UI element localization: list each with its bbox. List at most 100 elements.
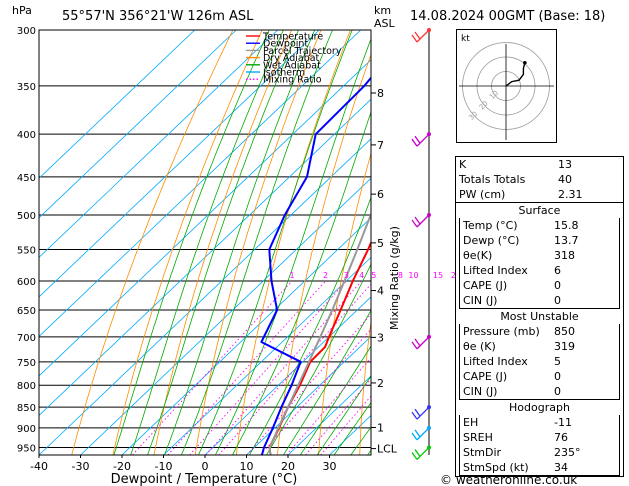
x-tick-label: -10 xyxy=(155,460,173,473)
hodograph-ring-label: 10 xyxy=(488,89,500,101)
altitude-tick-label: 1 xyxy=(377,421,384,434)
hodograph-stat-row: EH -11 xyxy=(460,415,619,430)
wet-adiabat-line xyxy=(249,196,371,455)
hodograph-stat-row: SREH 76 xyxy=(460,430,619,445)
hodograph-stat-label: SREH xyxy=(463,431,493,444)
pressure-tick-label: 850 xyxy=(17,403,36,414)
wet-adiabat-line xyxy=(147,30,299,455)
wind-barb-feather xyxy=(411,138,418,147)
wind-barb-feather xyxy=(414,408,421,417)
pressure-tick-label: 550 xyxy=(17,246,36,257)
most-unstable-row: CAPE (J) 0 xyxy=(460,369,619,384)
dry-adiabat-line xyxy=(277,53,371,455)
x-tick-label: 0 xyxy=(202,460,209,473)
surface-label: CIN (J) xyxy=(463,294,498,307)
most-unstable-table: Pressure (mb) 850 θe (K) 319 Lifted Index 5 CA… xyxy=(459,324,620,400)
legend-entry: Isotherm xyxy=(263,68,305,79)
surface-row: Temp (°C) 15.8 xyxy=(460,218,619,233)
dry-adiabat-line xyxy=(359,318,371,455)
wet-adiabat-line xyxy=(316,375,371,455)
isotherm-line xyxy=(80,177,371,455)
isotherm-line xyxy=(39,30,196,179)
wind-barb-feather xyxy=(411,219,418,228)
wind-barb-shaft xyxy=(416,29,430,43)
wind-barb-shaft xyxy=(416,427,430,441)
wind-barb-feather xyxy=(414,429,421,438)
wet-adiabat-line xyxy=(180,30,333,455)
isotherm-line xyxy=(39,98,371,417)
hodograph-stat-label: StmDir xyxy=(463,446,502,459)
pressure-tick-label: 400 xyxy=(17,130,36,141)
most-unstable-value: 0 xyxy=(554,370,561,383)
legend-entry: Parcel Trajectory xyxy=(263,46,342,57)
altitude-tick-label: 6 xyxy=(377,188,384,201)
index-row: Totals Totals 40 xyxy=(456,172,623,187)
surface-row: Lifted Index 6 xyxy=(460,263,619,278)
background-lines xyxy=(39,30,371,455)
altitude-tick-label: 3 xyxy=(377,331,384,344)
isotherm-line xyxy=(39,138,371,455)
surface-row: Dewp (°C) 13.7 xyxy=(460,233,619,248)
wind-barb-feather xyxy=(414,216,421,225)
wind-barb-feather xyxy=(411,432,418,441)
hodograph-ring-label: 30 xyxy=(467,110,479,122)
index-label: K xyxy=(459,158,467,171)
isotherm-line xyxy=(163,256,371,455)
pressure-axis-unit: hPa xyxy=(12,4,32,17)
isotherm-line xyxy=(287,375,371,455)
surface-value: 0 xyxy=(554,279,561,292)
index-label: PW (cm) xyxy=(459,188,506,201)
index-value: 2.31 xyxy=(558,188,583,201)
mixing-ratio-label: 4 xyxy=(359,271,364,280)
wet-adiabat-line xyxy=(164,30,316,455)
altitude-tick-label: LCL xyxy=(377,443,398,456)
mixing-ratio-label: 15 xyxy=(433,271,443,280)
series-dewpoint xyxy=(260,76,371,455)
wet-adiabat-line xyxy=(232,110,371,455)
wind-barbs xyxy=(411,28,431,460)
index-label: Totals Totals xyxy=(459,173,526,186)
wind-barb-shaft xyxy=(416,446,430,460)
surface-label: CAPE (J) xyxy=(463,279,508,292)
wet-adiabat-line xyxy=(266,263,371,455)
surface-label: Temp (°C) xyxy=(463,219,518,232)
isotherm-line xyxy=(39,59,371,377)
hodograph-stat-value: 76 xyxy=(554,431,568,444)
surface-value: 13.7 xyxy=(554,234,579,247)
chart-title: 55°57'N 356°21'W 126m ASL xyxy=(62,9,254,24)
hodograph-stat-value: -11 xyxy=(554,416,572,429)
mixing-ratio-line xyxy=(246,313,371,455)
isotherm-line xyxy=(246,335,371,455)
series-parcel-trajectory xyxy=(268,211,371,455)
wind-barb-shaft xyxy=(416,406,430,420)
most-unstable-title: Most Unstable xyxy=(500,310,579,323)
series-temperature xyxy=(268,240,371,455)
mixing-ratio-label: 1 xyxy=(289,271,294,280)
pressure-tick-label: 700 xyxy=(17,333,36,344)
wet-adiabat-line xyxy=(333,401,371,455)
x-tick-label: 20 xyxy=(281,460,295,473)
pressure-tick-label: 650 xyxy=(17,306,36,317)
surface-label: Dewp (°C) xyxy=(463,234,520,247)
pressure-tick-label: 900 xyxy=(17,424,36,435)
surface-title: Surface xyxy=(456,202,623,218)
altitude-tick-label: 5 xyxy=(377,237,384,250)
mixing-ratio-label: 3 xyxy=(344,271,349,280)
wet-adiabat-line xyxy=(197,30,353,455)
hodograph-stat-row: StmSpd (kt) 34 xyxy=(460,460,619,475)
index-value: 40 xyxy=(558,173,572,186)
pressure-tick-label: 350 xyxy=(17,82,36,93)
surface-label: Lifted Index xyxy=(463,264,528,277)
valid-datetime: 14.08.2024 00GMT (Base: 18) xyxy=(410,9,605,24)
isotherm-line xyxy=(204,296,371,455)
most-unstable-row: Pressure (mb) 850 xyxy=(460,324,619,339)
mixing-ratio-line xyxy=(167,280,326,455)
surface-row: CIN (J) 0 xyxy=(460,293,619,308)
wind-barb-feather xyxy=(411,452,418,460)
altitude-axis-unit: km xyxy=(374,4,391,17)
most-unstable-label: θe (K) xyxy=(463,340,496,353)
wet-adiabat-line xyxy=(130,30,284,455)
